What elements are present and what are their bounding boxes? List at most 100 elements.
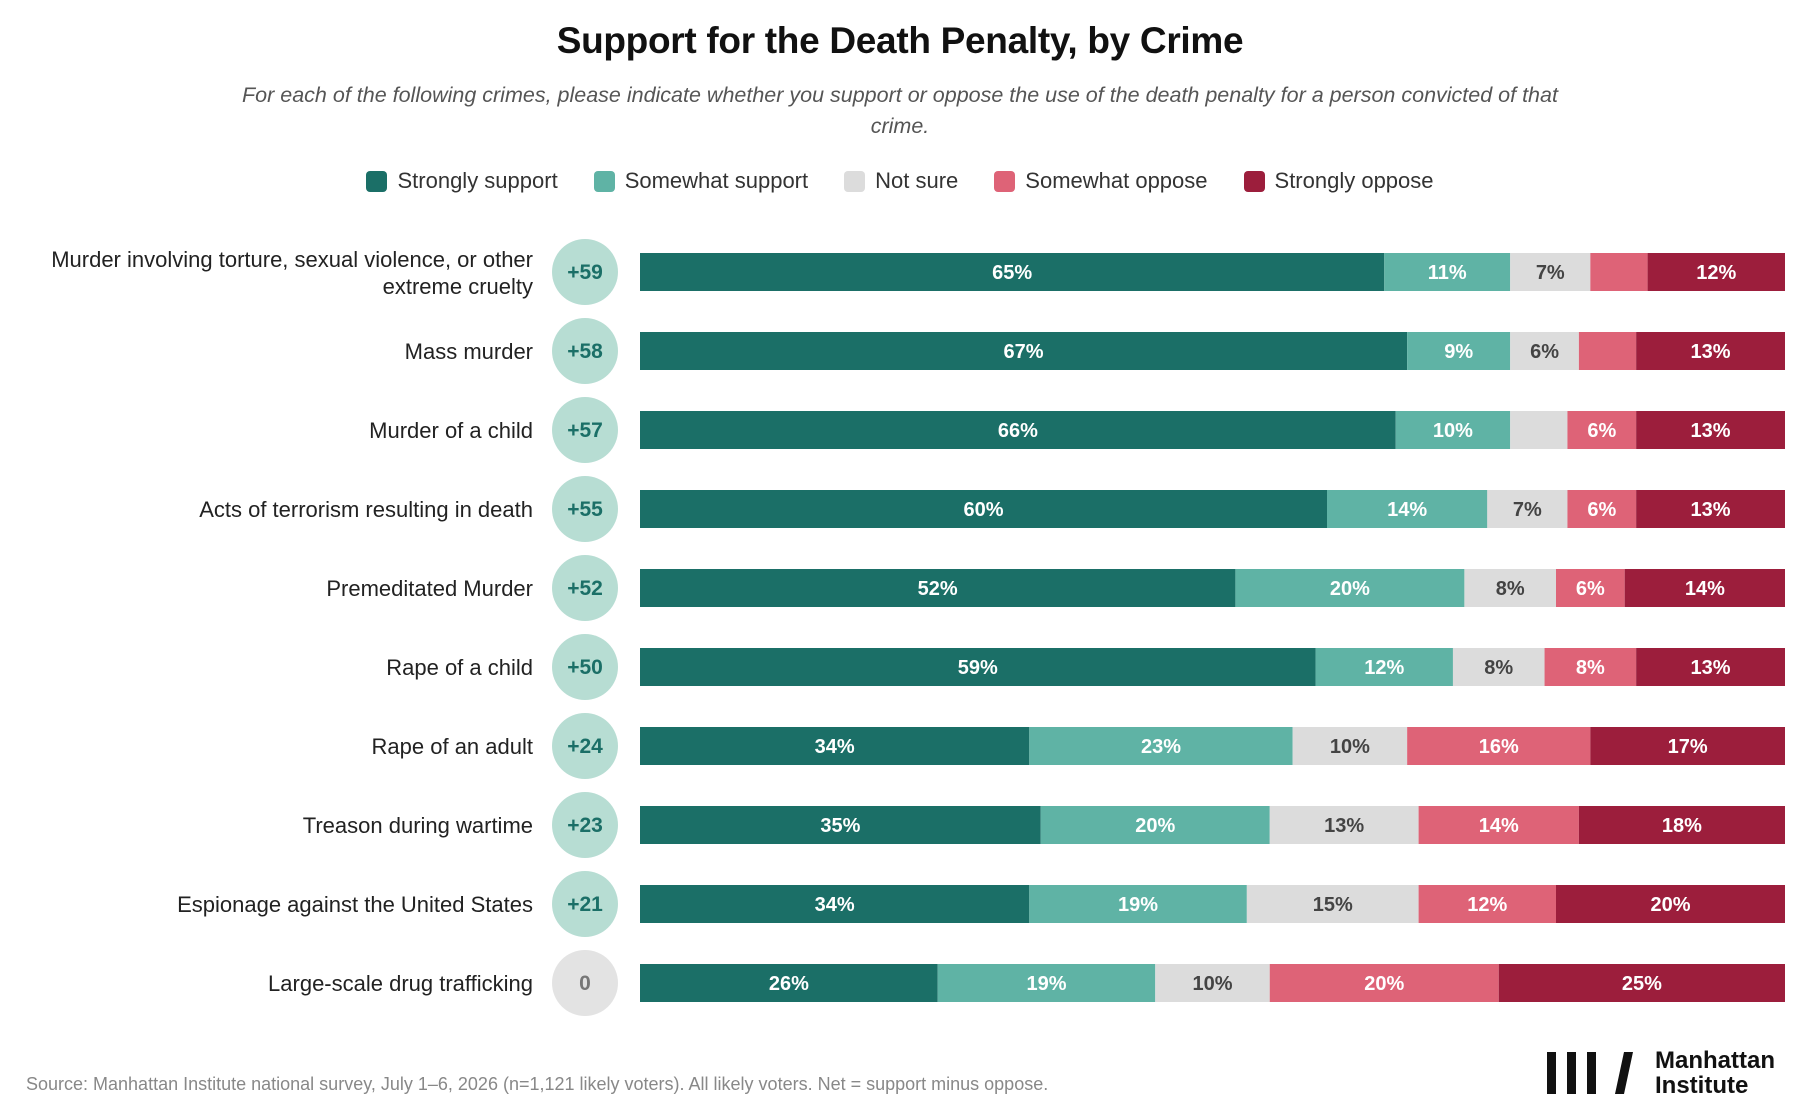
- segment-label: 13%: [1691, 420, 1731, 442]
- segment-label: 10%: [1433, 420, 1473, 442]
- net-badge: [552, 476, 618, 542]
- segment-label: 10%: [1330, 736, 1370, 758]
- bar-segment-strongly-support: [640, 727, 1030, 765]
- logo-mark-icon: [1547, 1052, 1633, 1094]
- bar-segment-strongly-support: [640, 806, 1041, 844]
- segment-label: 6%: [1530, 341, 1559, 363]
- bar-segment-not-sure: [1269, 806, 1419, 844]
- segment-label: 19%: [1118, 894, 1158, 916]
- segment-label: 65%: [992, 262, 1032, 284]
- bar-segment-not-sure: [1487, 490, 1568, 528]
- bar-segment-strongly-oppose: [1590, 727, 1785, 765]
- segment-label: 6%: [1576, 578, 1605, 600]
- source-note: Source: Manhattan Institute national sur…: [26, 1074, 1049, 1094]
- segment-label: 52%: [918, 578, 958, 600]
- bar-segment-strongly-oppose: [1647, 253, 1785, 291]
- bar-segment-not-sure: [1464, 569, 1556, 607]
- net-label: +50: [567, 656, 603, 679]
- category-label: Acts of terrorism resulting in death: [199, 497, 533, 522]
- net-label: 0: [579, 972, 591, 995]
- bar-segment-strongly-oppose: [1636, 648, 1785, 686]
- segment-label: 35%: [820, 815, 860, 837]
- segment-label: 17%: [1668, 736, 1708, 758]
- net-label: +21: [567, 893, 603, 916]
- bar-segment-strongly-oppose: [1636, 332, 1785, 370]
- legend-swatch-somewhat-support: [593, 170, 615, 192]
- segment-label: 12%: [1364, 657, 1404, 679]
- bar-segment-not-sure: [1292, 727, 1408, 765]
- segment-label: 20%: [1650, 894, 1690, 916]
- bar-segment-strongly-oppose: [1556, 885, 1785, 923]
- segment-label: 6%: [1587, 420, 1616, 442]
- category-label: Rape of an adult: [372, 734, 533, 759]
- legend-label-somewhat-support: Somewhat support: [624, 168, 809, 193]
- bar-segment-strongly-oppose: [1636, 490, 1785, 528]
- bar-segment-somewhat-support: [1040, 806, 1270, 844]
- category-label: Premeditated Murder: [326, 576, 533, 601]
- category-label: Espionage against the United States: [177, 892, 533, 917]
- chart-row: Mass murder +58 67% 9% 6% 13%: [405, 318, 1785, 384]
- chart-row: Large-scale drug trafficking 0 26% 19% 10% 20…: [268, 950, 1785, 1016]
- bar-segment-somewhat-support: [1327, 490, 1488, 528]
- net-label: +59: [567, 261, 603, 284]
- bar-segment-strongly-oppose: [1498, 964, 1785, 1002]
- legend-item-strongly-oppose: Strongly oppose: [1243, 168, 1434, 194]
- category-label: Large-scale drug trafficking: [268, 971, 533, 996]
- chart-row: Acts of terrorism resulting in death +55 6…: [199, 476, 1785, 542]
- segment-label: 15%: [1313, 894, 1353, 916]
- bar-segment-strongly-support: [640, 964, 938, 1002]
- legend-label-strongly-oppose: Strongly oppose: [1274, 168, 1434, 193]
- net-badge: [552, 871, 618, 937]
- bar-segment-strongly-support: [640, 411, 1396, 449]
- net-badge: [552, 397, 618, 463]
- segment-label: 66%: [998, 420, 1038, 442]
- legend-swatch-not-sure: [844, 170, 866, 192]
- legend: Strongly support Somewhat support Not su…: [0, 168, 1800, 194]
- segment-label: 34%: [815, 894, 855, 916]
- segment-label: 7%: [1536, 262, 1565, 284]
- segment-label: 67%: [1004, 341, 1044, 363]
- segment-label: 14%: [1685, 578, 1725, 600]
- net-badge: [552, 950, 618, 1016]
- segment-label: 23%: [1141, 736, 1181, 758]
- segment-label: 8%: [1576, 657, 1605, 679]
- legend-label-strongly-support: Strongly support: [397, 168, 558, 193]
- bar-segment-somewhat-support: [1029, 885, 1247, 923]
- segment-label: 16%: [1479, 736, 1519, 758]
- bar-segment-strongly-support: [640, 569, 1236, 607]
- bar-segment-somewhat-oppose: [1556, 569, 1625, 607]
- bar-segment-somewhat-oppose: [1407, 727, 1591, 765]
- category-label: Mass murder: [405, 339, 533, 364]
- legend-label-not-sure: Not sure: [875, 168, 959, 193]
- chart-row: Rape of a child +50 59% 12% 8% 8% 13%: [386, 634, 1785, 700]
- net-label: +55: [567, 498, 603, 521]
- net-label: +23: [567, 814, 603, 837]
- legend-swatch-strongly-support: [366, 170, 388, 192]
- bar-segment-not-sure: [1246, 885, 1419, 923]
- bar-segment-somewhat-oppose: [1269, 964, 1499, 1002]
- bar-segment-somewhat-support: [1395, 411, 1511, 449]
- bar-segment-strongly-support: [640, 332, 1408, 370]
- bar-segment-somewhat-oppose: [1567, 490, 1637, 528]
- net-label: +58: [567, 340, 603, 363]
- segment-label: 13%: [1691, 657, 1731, 679]
- net-label: +24: [567, 735, 603, 758]
- bar-segment-somewhat-support: [937, 964, 1156, 1002]
- segment-label: 13%: [1324, 815, 1364, 837]
- bar-segment-not-sure: [1510, 253, 1591, 291]
- segment-label: 9%: [1444, 341, 1473, 363]
- bar-segment-strongly-oppose: [1636, 411, 1785, 449]
- chart-title: Support for the Death Penalty, by Crime: [556, 20, 1244, 61]
- category-label: Treason during wartime: [303, 813, 533, 838]
- net-label: +57: [567, 419, 603, 442]
- bar-segment-strongly-support: [640, 648, 1316, 686]
- net-badge: [552, 713, 618, 779]
- chart-row: Premeditated Murder +52 52% 20% 8% 6% 14%: [326, 555, 1785, 621]
- net-badge: [552, 239, 618, 305]
- segment-label: 20%: [1330, 578, 1370, 600]
- bar-segment-somewhat-support: [1029, 727, 1293, 765]
- chart-subtitle: For each of the following crimes, please…: [242, 83, 1558, 138]
- category-label: Rape of a child: [386, 655, 533, 680]
- bar-segment-somewhat-oppose: [1544, 648, 1637, 686]
- legend-item-somewhat-oppose: Somewhat oppose: [994, 168, 1208, 194]
